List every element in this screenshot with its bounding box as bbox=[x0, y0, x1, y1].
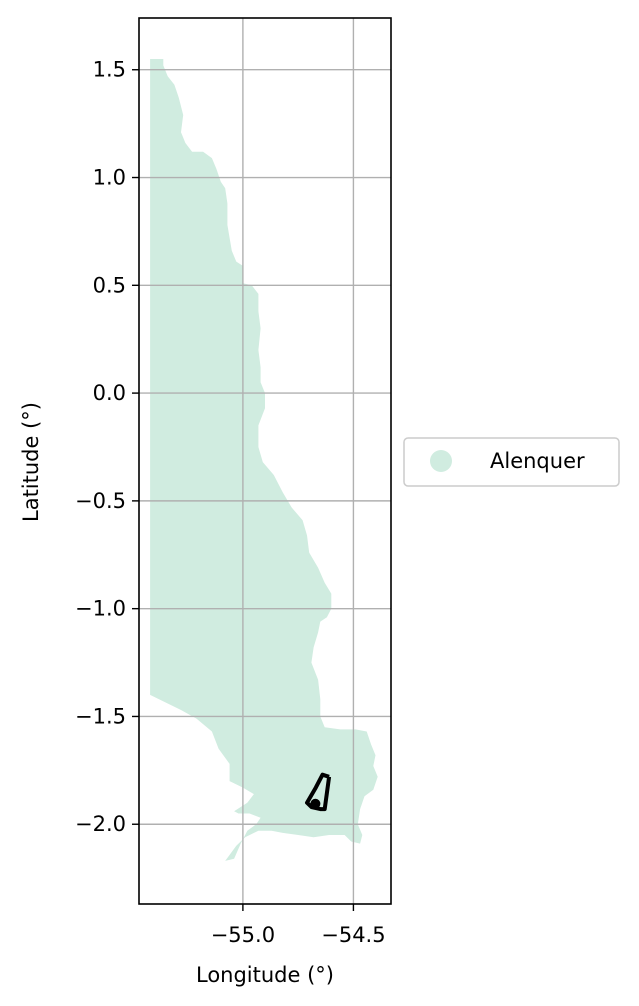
y-tick-label: −2.0 bbox=[75, 812, 126, 836]
y-tick-label: −1.5 bbox=[75, 704, 126, 728]
plot-area bbox=[138, 17, 392, 905]
grid-lines bbox=[139, 18, 391, 904]
y-tick-label: −0.5 bbox=[75, 489, 126, 513]
axes-frame bbox=[138, 17, 392, 905]
y-tick-label: 0.0 bbox=[93, 381, 126, 405]
y-tick-label: 1.5 bbox=[93, 58, 126, 82]
y-tick-label: 0.5 bbox=[93, 273, 126, 297]
x-axis-label: Longitude (°) bbox=[196, 963, 334, 987]
y-axis: 1.5 1.0 0.5 0.0 −0.5 −1.0 −1.5 −2.0 bbox=[75, 58, 139, 836]
overlay-outline bbox=[305, 772, 332, 812]
overlay-marker bbox=[310, 798, 321, 809]
y-tick-label: 1.0 bbox=[93, 166, 126, 190]
region-alenquer[interactable] bbox=[150, 59, 378, 861]
legend-frame bbox=[403, 437, 620, 487]
y-tick-label: −1.0 bbox=[75, 597, 126, 621]
x-tick-label: −55.0 bbox=[211, 923, 275, 947]
y-axis-label: Latitude (°) bbox=[19, 402, 43, 522]
legend-label-alenquer: Alenquer bbox=[490, 449, 585, 473]
legend-swatch-alenquer bbox=[430, 450, 452, 472]
legend: Alenquer bbox=[403, 437, 620, 487]
x-tick-label: −54.5 bbox=[321, 923, 385, 947]
x-axis: −55.0 −54.5 bbox=[211, 904, 386, 947]
